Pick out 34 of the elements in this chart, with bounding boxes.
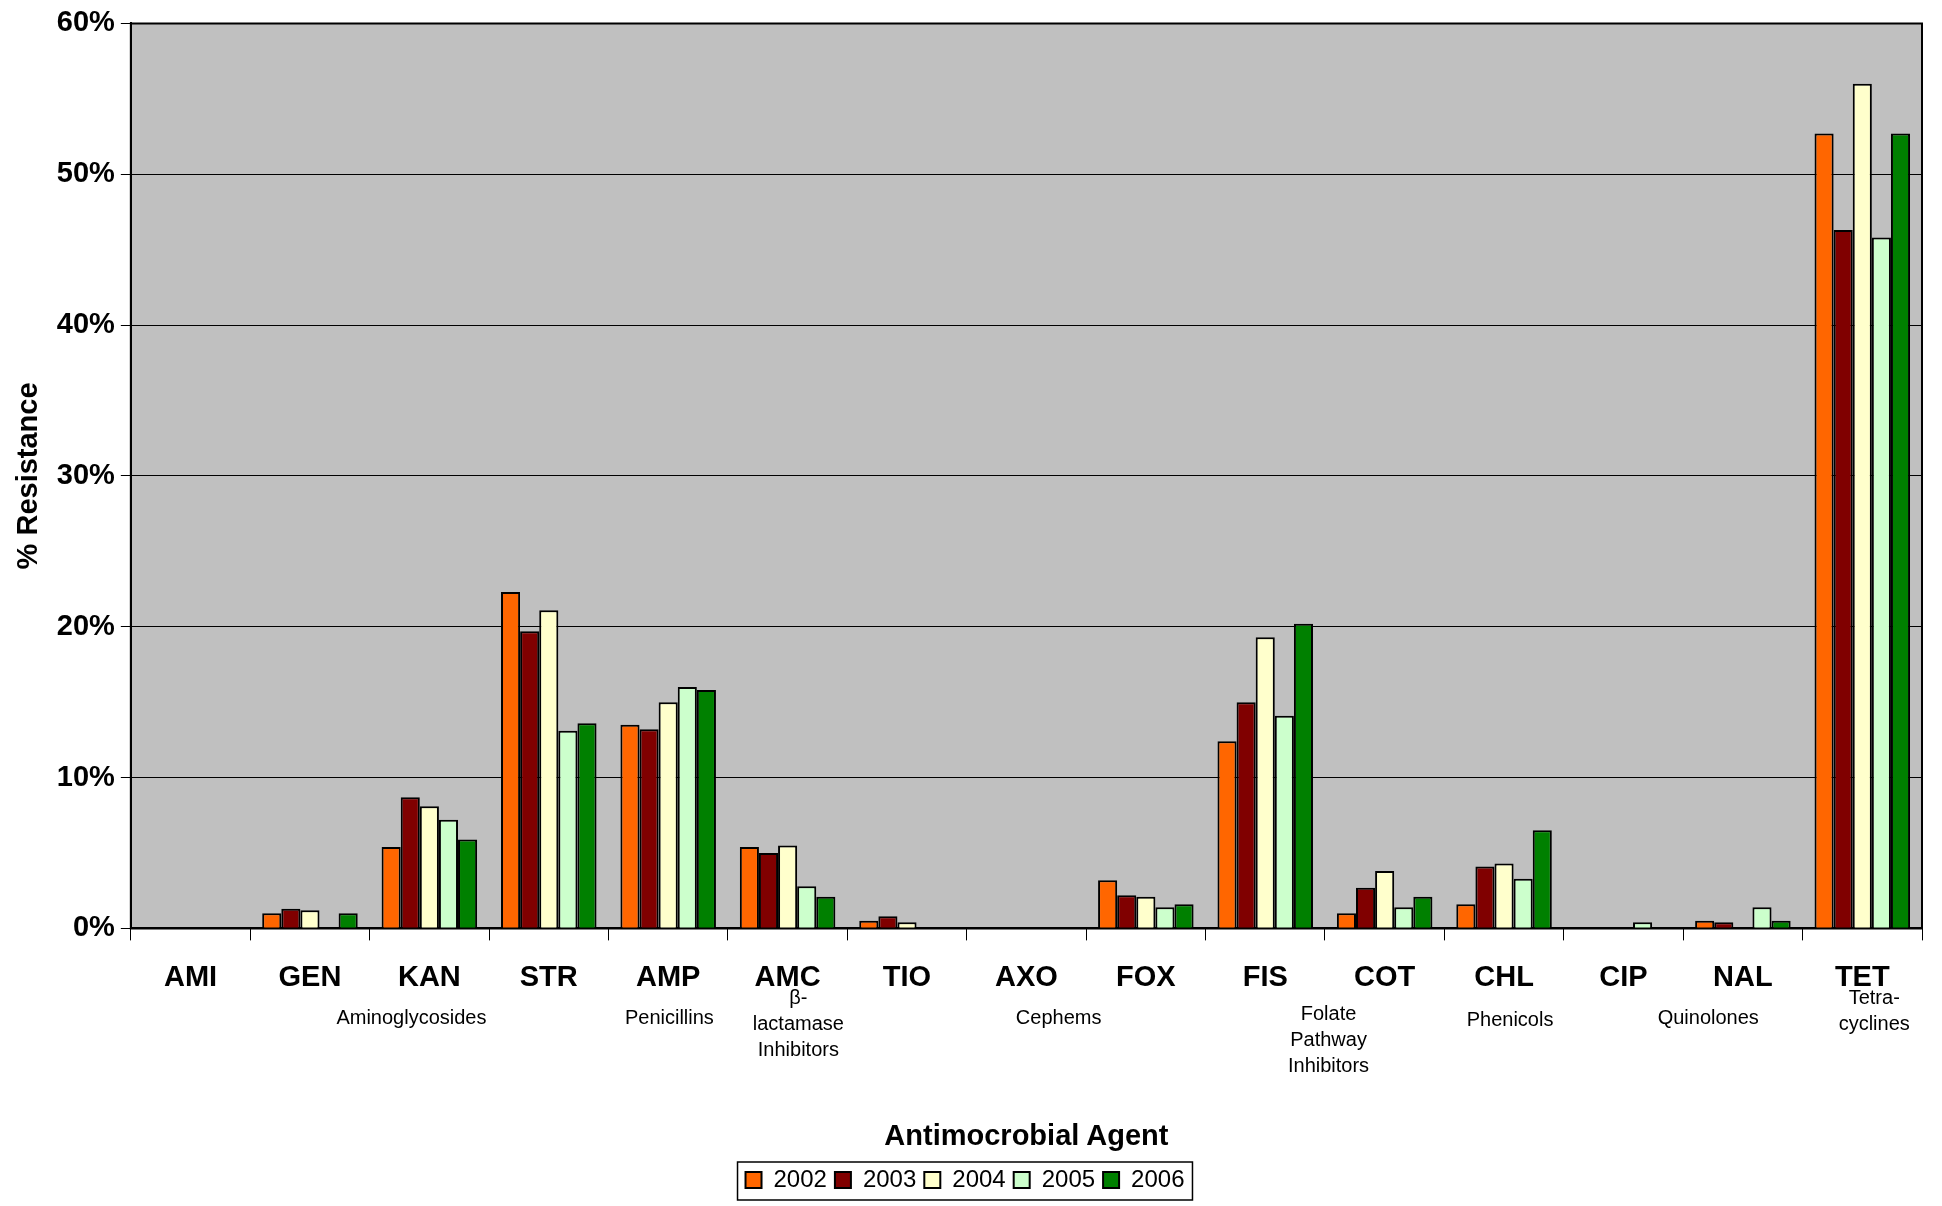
x-tick-label: FIS <box>1242 959 1288 992</box>
text: Folate Pathway Inhibitors <box>1287 1001 1370 1076</box>
text: Phenicols <box>1466 1007 1554 1030</box>
x-axis-title: Antimocrobial Agent <box>884 1118 1169 1151</box>
x-tick-label: AXO <box>995 959 1058 992</box>
x-tick-label: KAN <box>397 959 461 992</box>
x-tick-label: AMI <box>163 959 218 992</box>
y-tick-label: 40% <box>56 307 116 340</box>
x-tick-label: COT <box>1354 959 1416 992</box>
y-tick-label: 50% <box>56 156 116 189</box>
y-axis-title: % Resistance <box>11 382 44 570</box>
y-tick-label: 0% <box>72 910 116 943</box>
x-tick-label: GEN <box>278 959 342 992</box>
legend-label: 2005 <box>1041 1164 1096 1192</box>
x-tick-label: AMP <box>635 959 701 992</box>
text: Tetra- cyclines <box>1838 985 1910 1034</box>
text: Aminoglycosides <box>336 1005 487 1028</box>
legend-label: 2004 <box>952 1164 1006 1192</box>
y-tick-label: 60% <box>56 5 116 38</box>
x-tick-label: FOX <box>1116 959 1177 992</box>
y-tick-label: 30% <box>56 457 116 490</box>
x-tick-label: NAL <box>1713 959 1773 992</box>
legend-label: 2002 <box>773 1164 827 1192</box>
x-tick-label: CIP <box>1599 959 1648 992</box>
legend-label: 2006 <box>1131 1164 1185 1192</box>
text: Quinolones <box>1657 1005 1759 1028</box>
x-tick-label: STR <box>519 959 578 992</box>
text: Penicillins <box>624 1005 714 1028</box>
y-tick-label: 10% <box>56 759 116 792</box>
text: Cephems <box>1015 1005 1102 1028</box>
x-tick-label: CHL <box>1474 959 1534 992</box>
x-tick-label: TIO <box>882 959 932 992</box>
legend-label: 2003 <box>862 1164 917 1192</box>
y-tick-label: 20% <box>56 608 116 641</box>
